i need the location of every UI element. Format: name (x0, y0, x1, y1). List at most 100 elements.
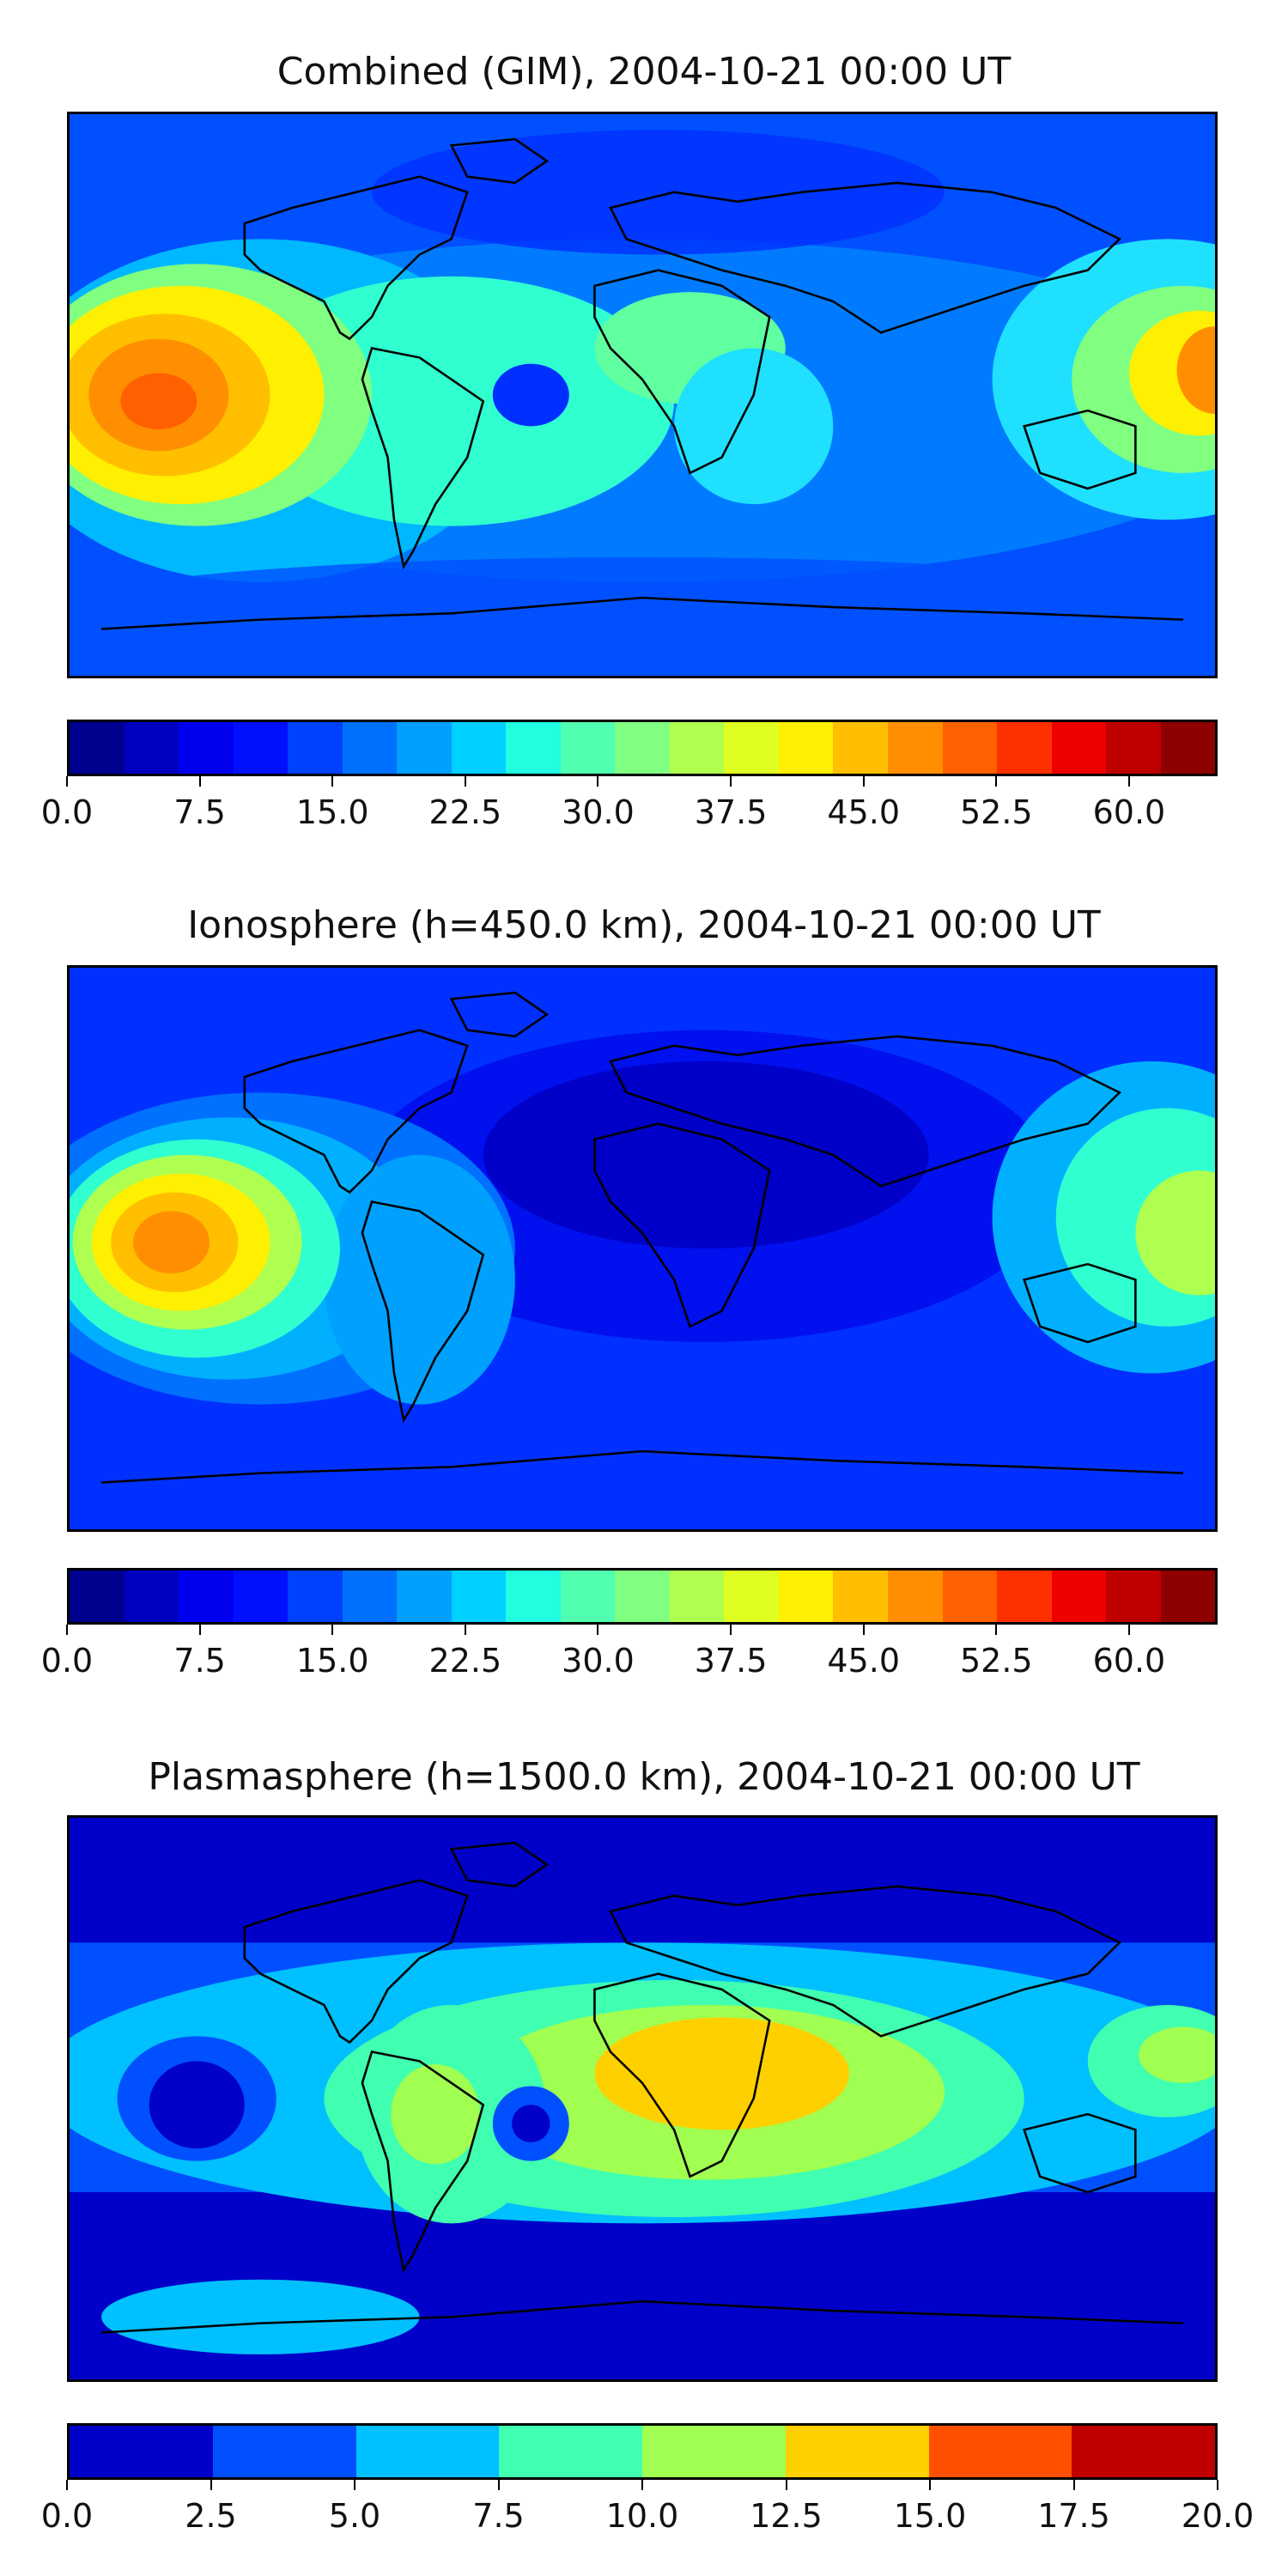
colorbar-tick-label: 37.5 (694, 793, 768, 831)
colorbar-segment (355, 2426, 500, 2477)
colorbar-segment (615, 722, 670, 774)
colorbar-tick-label: 7.5 (472, 2497, 525, 2535)
map-ionosphere (67, 965, 1218, 1532)
colorbar-tick-label: 52.5 (959, 793, 1033, 831)
colorbar-segment (342, 722, 398, 774)
colorbar-tick-label: 52.5 (959, 1642, 1033, 1680)
colorbar-segment (669, 1571, 725, 1622)
colorbar-segment (887, 722, 943, 774)
colorbar-tick (331, 776, 334, 787)
colorbar-tick-label: 7.5 (173, 793, 226, 831)
colorbar-tick (641, 2480, 643, 2490)
colorbar-segment (642, 2426, 786, 2477)
colorbar-segment (397, 1571, 452, 1622)
colorbar-tick (1217, 2480, 1218, 2490)
colorbar-tick-label: 60.0 (1092, 793, 1166, 831)
colorbar-tick-label: 7.5 (173, 1642, 226, 1680)
colorbar-ticks-ionosphere: 0.0 7.5 15.0 22.5 30.0 37.5 45.0 52.5 60.0 (41, 1625, 1218, 1680)
colorbar-segment (124, 1571, 179, 1622)
colorbar-tick-label: 30.0 (562, 793, 635, 831)
colorbar-tick-label: 60.0 (1092, 1642, 1166, 1680)
colorbar-combined (67, 720, 1218, 776)
colorbar-segment (288, 1571, 343, 1622)
colorbar-tick-label: 12.5 (750, 2497, 823, 2535)
colorbar-segment (1106, 1571, 1161, 1622)
colorbar-segment (70, 2426, 213, 2477)
colorbar-ticks-plasmasphere: 0.0 2.5 5.0 7.5 10.0 12.5 15.0 17.5 20.0 (41, 2480, 1254, 2535)
colorbar-segment (928, 2426, 1072, 2477)
colorbar-tick-label: 30.0 (562, 1642, 635, 1680)
colorbar-tick (1072, 2480, 1075, 2490)
colorbar-tick-label: 15.0 (295, 1642, 369, 1680)
colorbar-tick (597, 776, 599, 787)
panel-title-plasmasphere: Plasmasphere (h=1500.0 km), 2004-10-21 0… (148, 1755, 1140, 1799)
colorbar-segment (506, 1571, 561, 1622)
colorbar-segment (1051, 722, 1107, 774)
colorbar-tick (785, 2480, 787, 2490)
colorbar-tick (210, 2480, 212, 2490)
colorbar-segment (887, 1571, 943, 1622)
colorbar-tick-label: 15.0 (295, 793, 369, 831)
colorbar-tick (497, 2480, 500, 2490)
colorbar-tick-label: 10.0 (605, 2497, 679, 2535)
colorbar-tick (198, 776, 201, 787)
colorbar-tick (995, 1625, 998, 1635)
colorbar-segment (724, 1571, 779, 1622)
colorbar-segment (451, 722, 507, 774)
colorbar-segment (506, 722, 561, 774)
colorbar-tick (1127, 1625, 1130, 1635)
colorbar-segment (179, 1571, 234, 1622)
colorbar-segment (124, 722, 179, 774)
colorbar-segment (397, 722, 452, 774)
colorbar-tick (862, 1625, 865, 1635)
colorbar-tick-label: 20.0 (1181, 2497, 1255, 2535)
colorbar-tick (929, 2480, 931, 2490)
colorbar-tick (464, 776, 466, 787)
colorbar-segment (288, 722, 343, 774)
colorbar-tick (464, 1625, 466, 1635)
colorbar-segment (233, 722, 289, 774)
colorbar-tick-label: 0.0 (40, 2497, 94, 2535)
map-combined-gim (67, 112, 1218, 678)
colorbar-tick-label: 0.0 (40, 793, 94, 831)
colorbar-tick-label: 22.5 (428, 1642, 502, 1680)
colorbar-segment (997, 1571, 1052, 1622)
colorbar-tick (597, 1625, 599, 1635)
colorbar-segment (724, 722, 779, 774)
colorbar-tick (354, 2480, 355, 2490)
colorbar-tick-label: 37.5 (694, 1642, 768, 1680)
colorbar-tick-label: 22.5 (428, 793, 502, 831)
colorbar-segment (342, 1571, 398, 1622)
map-plasmasphere (67, 1815, 1218, 2382)
colorbar-tick-label: 2.5 (185, 2497, 237, 2535)
panel-title-ionosphere: Ionosphere (h=450.0 km), 2004-10-21 00:0… (187, 903, 1101, 947)
colorbar-tick (995, 776, 998, 787)
colorbar-segment (212, 2426, 356, 2477)
colorbar-tick-label: 15.0 (893, 2497, 967, 2535)
colorbar-segment (70, 1571, 125, 1622)
colorbar-segment (1160, 1571, 1215, 1622)
colorbar-segment (1051, 1571, 1107, 1622)
colorbar-segment (778, 1571, 834, 1622)
colorbar-segment (1072, 2426, 1215, 2477)
colorbar-segment (233, 1571, 289, 1622)
colorbar-tick (66, 1625, 68, 1635)
panel-title-combined: Combined (GIM), 2004-10-21 00:00 UT (276, 50, 1012, 94)
colorbar-tick-label: 45.0 (827, 1642, 900, 1680)
colorbar-segment (499, 2426, 642, 2477)
colorbar-segment (1160, 722, 1215, 774)
colorbar-tick-label: 45.0 (827, 793, 900, 831)
colorbar-ticks-combined: 0.0 7.5 15.0 22.5 30.0 37.5 45.0 52.5 60.0 (41, 776, 1218, 831)
colorbar-tick (862, 776, 865, 787)
colorbar-segment (615, 1571, 670, 1622)
colorbar-tick (66, 776, 68, 787)
colorbar-segment (997, 722, 1052, 774)
colorbar-segment (833, 1571, 888, 1622)
colorbar-tick-label: 17.5 (1037, 2497, 1110, 2535)
colorbar-tick (730, 1625, 732, 1635)
colorbar-segment (669, 722, 725, 774)
colorbar-segment (942, 1571, 998, 1622)
colorbar-tick (1127, 776, 1130, 787)
colorbar-ionosphere (67, 1568, 1218, 1625)
colorbar-tick (730, 776, 732, 787)
